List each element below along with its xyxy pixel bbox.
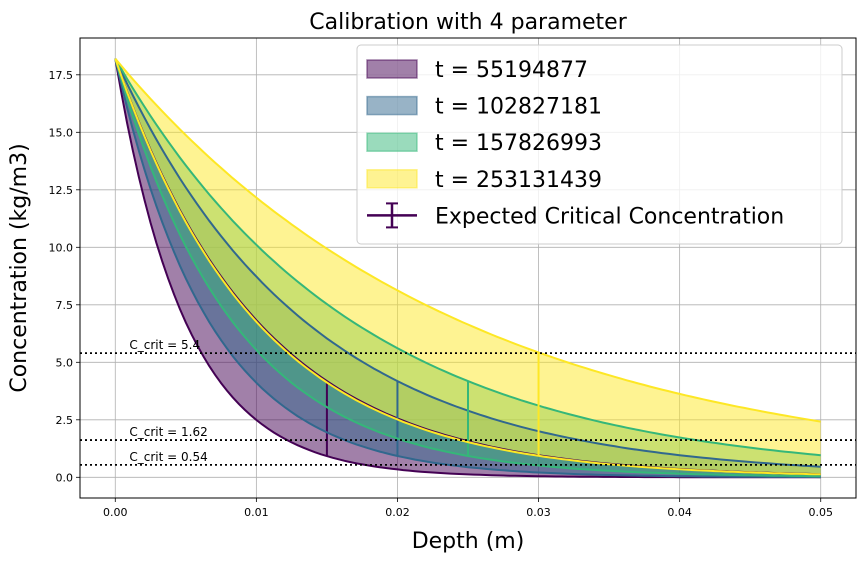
band-area	[115, 58, 821, 477]
legend-swatch	[366, 169, 418, 189]
legend-label: t = 102827181	[435, 95, 602, 120]
y-tick-label: 2.5	[56, 414, 74, 427]
legend: t = 55194877 t = 102827181 t = 157826993 t …	[356, 44, 843, 245]
x-tick-label: 0.04	[667, 506, 692, 519]
concentration-curve	[114, 58, 821, 478]
concentration-curve	[114, 58, 821, 479]
x-tick-label: 0.00	[103, 506, 128, 519]
critical-levels: C_crit = 5.4 C_crit = 1.62 C_crit = 0.54	[80, 338, 856, 466]
curves	[114, 58, 821, 479]
concentration-curve	[114, 58, 821, 476]
legend-swatch	[366, 95, 418, 116]
y-tick-label: 10.0	[49, 241, 74, 254]
legend-label: t = 157826993	[435, 131, 602, 156]
legend-swatch	[366, 59, 418, 79]
legend-swatch	[366, 132, 418, 152]
x-tick-label: 0.01	[244, 506, 269, 519]
legend-label: Expected Critical Concentration	[435, 204, 784, 229]
plot-frame	[79, 37, 857, 499]
legend-label: t = 253131439	[435, 168, 602, 193]
y-tick-label: 0.0	[56, 471, 74, 484]
critical-level-label: C_crit = 5.4	[129, 338, 200, 352]
y-tick-label: 17.5	[49, 69, 74, 82]
axis-ticks: 0.00 0.01 0.02 0.03 0.04 0.05 0.0 2.5 5.0 7.5 10.0…	[49, 69, 833, 519]
concentration-curve	[114, 58, 821, 423]
critical-level-label: C_crit = 0.54	[129, 450, 207, 464]
x-tick-label: 0.05	[808, 506, 833, 519]
y-tick-label: 12.5	[49, 184, 74, 197]
x-tick-label: 0.02	[385, 506, 410, 519]
y-axis-label: Concentration (kg/m3)	[7, 143, 32, 392]
y-tick-label: 15.0	[49, 126, 74, 139]
legend-label: t = 55194877	[435, 58, 588, 83]
concentration-curve	[114, 58, 821, 457]
y-tick-label: 7.5	[56, 299, 74, 312]
legend-box	[356, 44, 843, 245]
chart-title: Calibration with 4 parameter	[309, 10, 627, 35]
y-tick-label: 5.0	[56, 356, 74, 369]
x-tick-label: 0.03	[526, 506, 551, 519]
x-axis-label: Depth (m)	[412, 529, 525, 554]
critical-level-label: C_crit = 1.62	[129, 425, 207, 439]
